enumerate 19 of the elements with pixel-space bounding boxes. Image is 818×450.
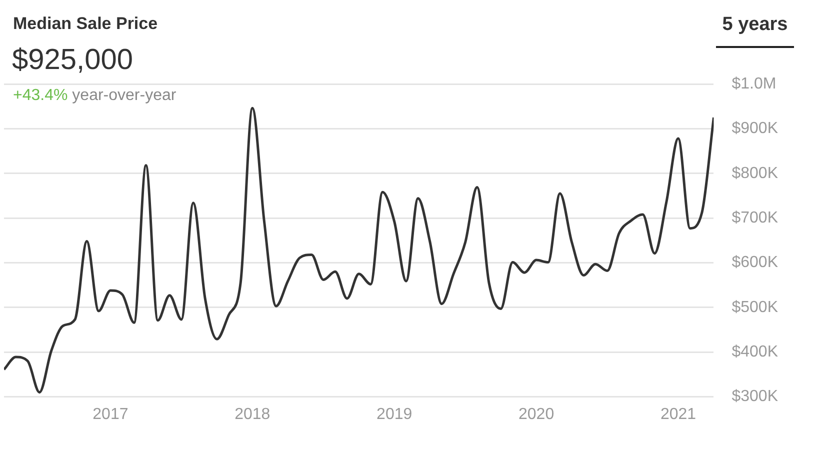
y-tick-label: $300K: [732, 388, 778, 406]
annotation: +43.4%: [13, 87, 68, 104]
line-series: [4, 106, 714, 394]
y-tick-label: $600K: [732, 254, 778, 272]
x-tick-label: 2021: [660, 406, 696, 423]
x-tick-label: 2017: [92, 406, 128, 423]
chart-subtitle: $925,000: [12, 44, 133, 77]
y-tick-label: $800K: [732, 164, 778, 182]
annotation: year-over-year: [72, 87, 176, 104]
x-tick-label: 2019: [376, 406, 412, 423]
y-tick-label: $1.0M: [732, 75, 776, 92]
y-tick-label: $700K: [732, 209, 778, 226]
y-tick-label: $500K: [732, 298, 778, 316]
y-tick-label: $400K: [732, 344, 778, 361]
text: 5 years: [716, 14, 794, 48]
chart-title: Median Sale Price: [13, 14, 158, 34]
x-tick-label: 2018: [234, 406, 270, 423]
y-tick-label: $900K: [732, 120, 778, 138]
x-tick-label: 2020: [518, 406, 554, 423]
